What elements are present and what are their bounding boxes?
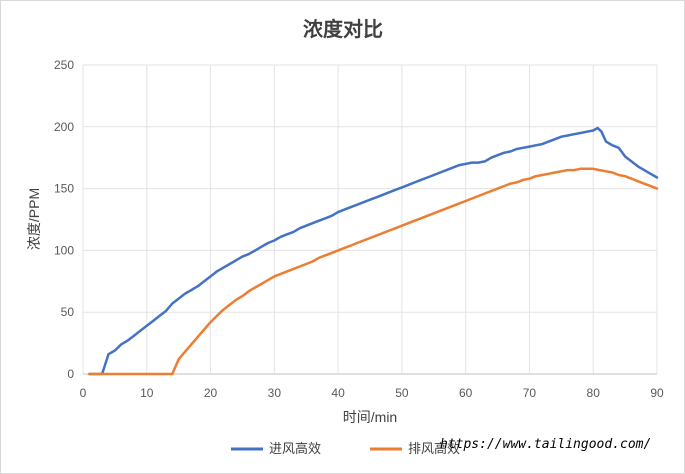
legend-label-1: 排风高效 bbox=[408, 441, 460, 456]
series-line-1 bbox=[88, 167, 659, 376]
x-tick-label: 20 bbox=[204, 386, 218, 400]
y-axis-label: 浓度/PPM bbox=[26, 188, 42, 250]
gridlines bbox=[82, 64, 658, 375]
x-axis-ticks: 0 10 20 30 40 50 60 70 80 90 bbox=[80, 386, 664, 400]
y-tick-label: 50 bbox=[61, 305, 75, 319]
series-lines bbox=[88, 126, 659, 376]
legend: 进风高效 排风高效 bbox=[231, 441, 460, 456]
legend-label-0: 进风高效 bbox=[269, 441, 321, 456]
y-tick-label: 150 bbox=[54, 182, 74, 196]
series-line-0 bbox=[88, 126, 659, 376]
x-tick-label: 70 bbox=[523, 386, 537, 400]
x-tick-label: 50 bbox=[395, 386, 409, 400]
y-tick-label: 250 bbox=[54, 58, 74, 72]
x-tick-label: 90 bbox=[650, 386, 664, 400]
x-tick-label: 30 bbox=[268, 386, 282, 400]
x-tick-label: 0 bbox=[80, 386, 87, 400]
watermark-text: https://www.tailingood.com/ bbox=[440, 437, 651, 452]
x-tick-label: 10 bbox=[140, 386, 154, 400]
x-axis-label: 时间/min bbox=[343, 409, 397, 425]
y-tick-label: 200 bbox=[54, 120, 74, 134]
y-axis-ticks: 0 50 100 150 200 250 bbox=[54, 58, 74, 381]
x-tick-label: 80 bbox=[587, 386, 601, 400]
y-tick-label: 100 bbox=[54, 243, 74, 257]
x-tick-label: 60 bbox=[459, 386, 473, 400]
y-tick-label: 0 bbox=[67, 367, 74, 381]
chart-title: 浓度对比 bbox=[303, 17, 383, 41]
x-tick-label: 40 bbox=[331, 386, 345, 400]
